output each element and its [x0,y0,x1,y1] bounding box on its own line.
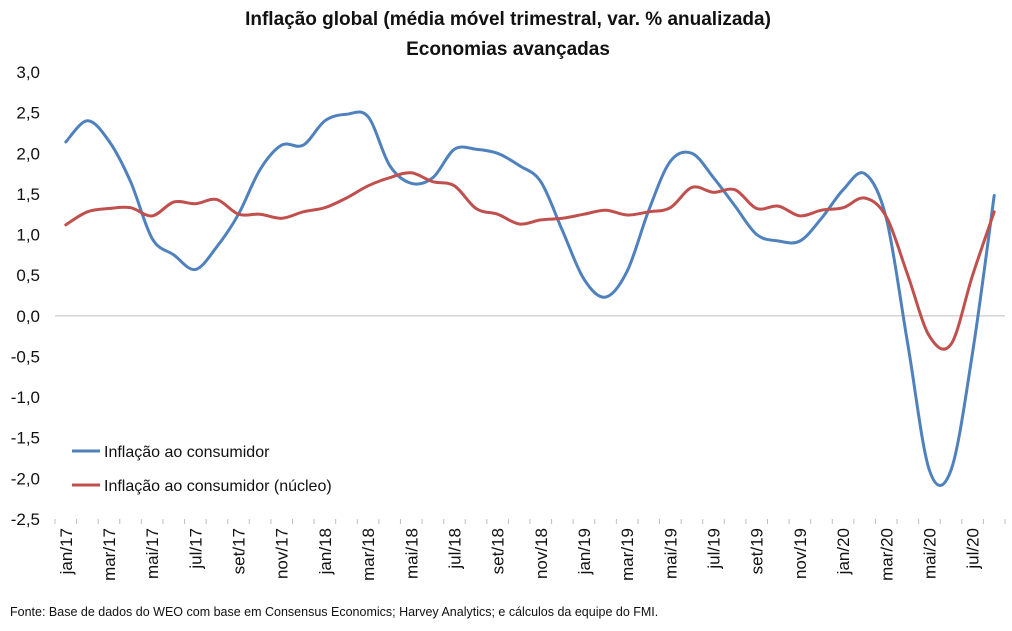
x-axis: jan/17 mar/17 mai/17 jul/17 set/17 nov/17 jan/… [54,315,1006,581]
y-axis-labels: 3,0 2,5 2,0 1,5 1,0 0,5 0,0 -0,5 -1,0 -1,5 -2,0 -2,… [11,63,40,529]
x-tick-label: set/19 [748,528,767,574]
chart-subtitle: Economias avançadas [406,39,610,60]
x-tick-label: jul/19 [705,528,724,570]
x-tick-label: nov/19 [791,528,810,579]
x-tick-label: nov/17 [273,528,292,579]
y-tick-label: 1,5 [16,185,40,204]
series-layer [64,110,996,487]
x-tick-label: set/18 [489,528,508,574]
y-tick-label: 2,0 [16,144,40,163]
y-tick-label: -1,5 [11,429,40,448]
x-tick-label: set/17 [230,528,249,574]
x-tick-label: mai/20 [920,528,939,579]
x-tick-label: jan/20 [834,528,853,575]
x-tick-label: jul/18 [445,528,464,570]
x-tick-label: mar/18 [359,528,378,581]
x-tick-label: mai/19 [661,528,680,579]
y-tick-label: -1,0 [11,388,40,407]
y-tick-label: 1,0 [16,226,40,245]
x-tick-label: mar/17 [100,528,119,581]
legend-label-core: Inflação ao consumidor (núcleo) [104,478,332,495]
legend-label-cpi: Inflação ao consumidor [104,444,270,461]
y-tick-label: -2,0 [11,469,40,488]
series-line-core [64,171,996,351]
y-tick-label: 0,5 [16,266,40,285]
x-tick-label: mai/17 [143,528,162,579]
x-tick-label: jan/17 [57,528,76,575]
chart-title: Inflação global (média móvel trimestral,… [245,9,771,30]
y-tick-label: -0,5 [11,347,40,366]
x-tick-label: nov/18 [532,528,551,579]
x-tick-label: mar/20 [877,528,896,581]
y-tick-label: 3,0 [16,63,40,82]
x-tick-label: mai/18 [402,528,421,579]
series-line-cpi [64,110,996,487]
y-tick-label: -2,5 [11,510,40,529]
x-tick-label: jan/18 [316,528,335,575]
source-note: Fonte: Base de dados do WEO com base em … [10,605,658,619]
x-tick-label: jan/19 [575,528,594,575]
y-tick-label: 0,0 [16,307,40,326]
x-tick-label: mar/19 [618,528,637,581]
x-tick-label: jul/17 [186,528,205,570]
legend: Inflação ao consumidor Inflação ao consu… [72,444,332,495]
y-tick-label: 2,5 [16,104,40,123]
x-tick-label: jul/20 [964,528,983,570]
